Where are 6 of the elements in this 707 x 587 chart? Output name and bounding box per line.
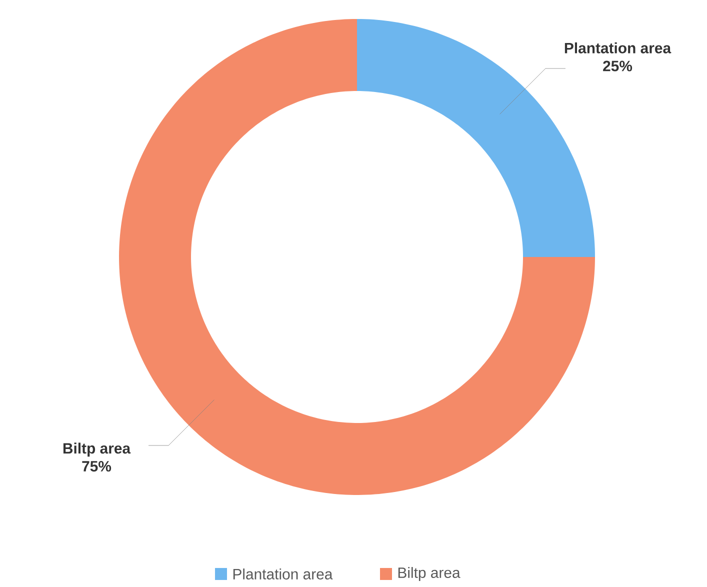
legend-label: Plantation area (233, 568, 333, 580)
legend-label: Biltp area (398, 567, 460, 581)
data-label: 25% (603, 60, 632, 72)
slice-label: Plantation area (564, 42, 672, 54)
data-label: 75% (82, 461, 112, 472)
slice-label: Biltp area (63, 442, 131, 457)
